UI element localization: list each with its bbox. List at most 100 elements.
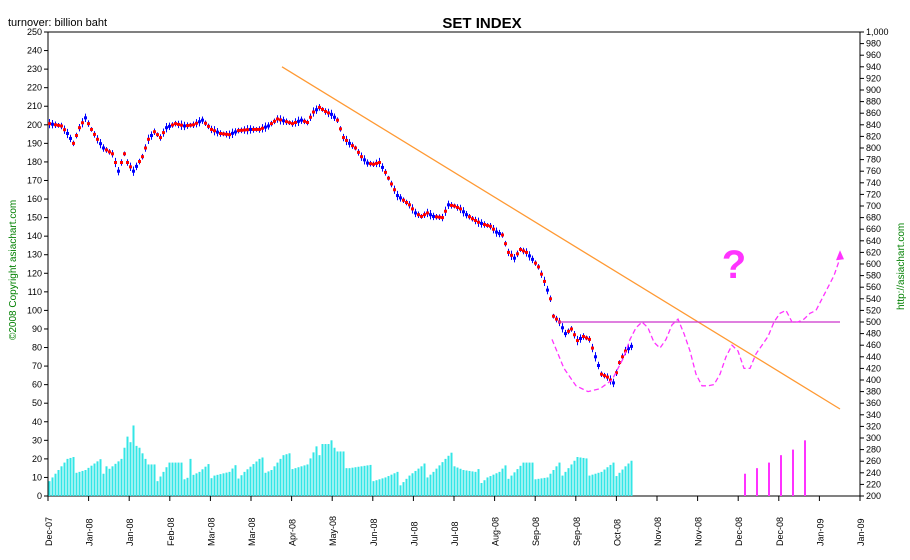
candle-close xyxy=(279,118,282,122)
left-tick-label: 180 xyxy=(27,157,42,167)
candle-close xyxy=(579,337,582,341)
projected-turnover-bar xyxy=(780,455,782,496)
turnover-bar xyxy=(57,470,60,496)
candle-close xyxy=(414,211,417,215)
right-tick-label: 380 xyxy=(866,387,881,397)
candle-close xyxy=(126,161,129,164)
turnover-bar xyxy=(114,463,117,496)
right-tick-label: 260 xyxy=(866,456,881,466)
candle-close xyxy=(201,118,204,122)
candle-close xyxy=(420,214,423,218)
turnover-bar xyxy=(465,470,468,496)
right-tick-label: 420 xyxy=(866,363,881,373)
turnover-bar xyxy=(294,468,297,496)
candle-close xyxy=(618,361,621,365)
turnover-bar xyxy=(444,458,447,496)
right-tick-label: 660 xyxy=(866,224,881,234)
candle-close xyxy=(144,146,147,150)
turnover-bar xyxy=(372,481,375,496)
left-tick-label: 120 xyxy=(27,268,42,278)
turnover-bar xyxy=(165,467,168,496)
candle-close xyxy=(501,233,504,237)
left-tick-label: 110 xyxy=(28,287,42,297)
candle-close xyxy=(147,137,150,141)
candle-close xyxy=(189,123,192,127)
candle-close xyxy=(387,176,390,180)
turnover-bar xyxy=(624,466,627,496)
turnover-bar xyxy=(111,466,114,496)
candle-close xyxy=(267,124,270,128)
turnover-bars xyxy=(48,425,633,496)
turnover-bar xyxy=(480,483,483,496)
candle-close xyxy=(627,347,630,351)
turnover-bar xyxy=(198,471,201,496)
turnover-bar xyxy=(492,474,495,496)
left-tick-label: 30 xyxy=(32,435,42,445)
candle-close xyxy=(291,122,294,126)
candle-close xyxy=(309,115,312,119)
turnover-bar xyxy=(321,444,324,496)
turnover-bar xyxy=(213,475,216,496)
turnover-bar xyxy=(183,479,186,496)
turnover-bar xyxy=(525,462,528,496)
turnover-bar xyxy=(195,473,198,496)
candle-close xyxy=(96,137,99,141)
turnover-bar xyxy=(237,478,240,496)
candle-close xyxy=(543,279,546,283)
candle-close xyxy=(276,117,279,121)
candle-close xyxy=(489,224,492,228)
right-tick-label: 680 xyxy=(866,213,881,223)
turnover-bar xyxy=(126,436,129,496)
candle-close xyxy=(285,120,288,124)
turnover-bar xyxy=(288,453,291,496)
candle-close xyxy=(192,123,195,127)
candle-close xyxy=(417,213,420,217)
candle-close xyxy=(108,150,111,154)
x-tick-label: Jan-08 xyxy=(85,518,95,546)
candle-close xyxy=(426,211,429,215)
url-text: http://asiachart.com xyxy=(896,223,907,310)
candle-close xyxy=(462,210,465,214)
turnover-bar xyxy=(135,445,138,496)
turnover-bar xyxy=(477,469,480,496)
turnover-bar xyxy=(603,469,606,496)
candle-close xyxy=(303,119,306,123)
turnover-bar xyxy=(522,462,525,496)
turnover-bar xyxy=(192,474,195,496)
turnover-bar xyxy=(399,485,402,496)
turnover-bar xyxy=(132,425,135,496)
right-tick-label: 400 xyxy=(866,375,881,385)
candle-close xyxy=(219,132,222,135)
turnover-bar xyxy=(528,462,531,496)
turnover-bar xyxy=(507,478,510,496)
candle-close xyxy=(174,122,177,126)
turnover-bar xyxy=(258,458,261,496)
left-tick-label: 40 xyxy=(32,417,42,427)
candle-close xyxy=(117,169,120,173)
turnover-bar xyxy=(174,462,177,496)
right-tick-label: 440 xyxy=(866,352,881,362)
candle-close xyxy=(90,127,93,131)
candle-close xyxy=(258,127,261,131)
turnover-bar xyxy=(513,472,516,496)
candle-close xyxy=(510,253,513,257)
candle-close xyxy=(54,123,57,127)
candle-close xyxy=(168,124,171,128)
candle-close xyxy=(384,170,387,174)
turnover-bar xyxy=(558,462,561,496)
turnover-bar xyxy=(177,462,180,496)
candle-close xyxy=(57,123,60,127)
turnover-bar xyxy=(63,462,66,496)
candle-close xyxy=(603,374,606,378)
turnover-bar xyxy=(156,481,159,496)
candle-close xyxy=(66,132,69,135)
candle-close xyxy=(297,119,300,123)
turnover-bar xyxy=(324,444,327,496)
candle-close xyxy=(354,146,357,150)
left-tick-label: 190 xyxy=(27,138,42,148)
turnover-bar xyxy=(510,475,513,496)
candle-close xyxy=(606,375,609,379)
turnover-bar xyxy=(546,477,549,496)
left-tick-label: 100 xyxy=(27,305,42,315)
turnover-bar xyxy=(228,471,231,496)
